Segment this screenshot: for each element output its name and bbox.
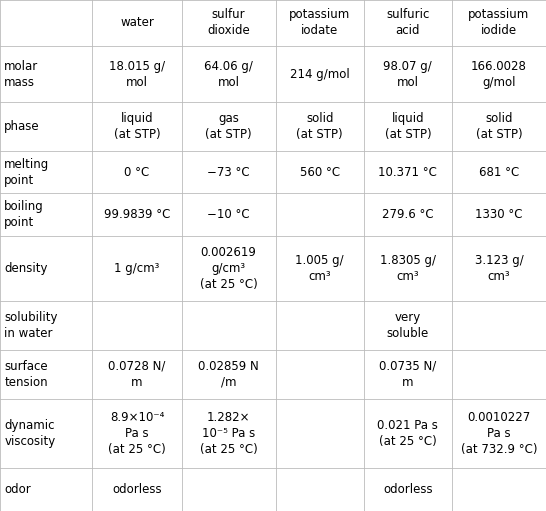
Text: surface
tension: surface tension bbox=[4, 360, 48, 389]
Text: very
soluble: very soluble bbox=[387, 311, 429, 340]
Text: potassium
iodide: potassium iodide bbox=[468, 9, 530, 37]
Text: boiling
point: boiling point bbox=[4, 200, 44, 229]
Text: 0.021 Pa s
(at 25 °C): 0.021 Pa s (at 25 °C) bbox=[377, 419, 438, 448]
Text: −10 °C: −10 °C bbox=[207, 208, 250, 221]
Text: water: water bbox=[120, 16, 154, 30]
Text: 18.015 g/
mol: 18.015 g/ mol bbox=[109, 59, 165, 88]
Text: odor: odor bbox=[4, 483, 31, 496]
Text: gas
(at STP): gas (at STP) bbox=[205, 112, 252, 141]
Text: 681 °C: 681 °C bbox=[479, 166, 519, 178]
Text: solubility
in water: solubility in water bbox=[4, 311, 58, 340]
Text: 1.005 g/
cm³: 1.005 g/ cm³ bbox=[295, 254, 344, 283]
Text: sulfuric
acid: sulfuric acid bbox=[386, 9, 430, 37]
Text: sulfur
dioxide: sulfur dioxide bbox=[207, 9, 250, 37]
Text: 0.0735 N/
m: 0.0735 N/ m bbox=[379, 360, 436, 389]
Text: 98.07 g/
mol: 98.07 g/ mol bbox=[383, 59, 432, 88]
Text: 279.6 °C: 279.6 °C bbox=[382, 208, 434, 221]
Text: odorless: odorless bbox=[383, 483, 432, 496]
Text: 166.0028
g/mol: 166.0028 g/mol bbox=[471, 59, 527, 88]
Text: −73 °C: −73 °C bbox=[207, 166, 250, 178]
Text: liquid
(at STP): liquid (at STP) bbox=[384, 112, 431, 141]
Text: 1.8305 g/
cm³: 1.8305 g/ cm³ bbox=[380, 254, 436, 283]
Text: 0.0728 N/
m: 0.0728 N/ m bbox=[108, 360, 165, 389]
Text: 64.06 g/
mol: 64.06 g/ mol bbox=[204, 59, 253, 88]
Text: 560 °C: 560 °C bbox=[300, 166, 340, 178]
Text: density: density bbox=[4, 262, 48, 275]
Text: 0.0010227
Pa s
(at 732.9 °C): 0.0010227 Pa s (at 732.9 °C) bbox=[461, 411, 537, 456]
Text: melting
point: melting point bbox=[4, 157, 50, 187]
Text: 99.9839 °C: 99.9839 °C bbox=[104, 208, 170, 221]
Text: 0.002619
g/cm³
(at 25 °C): 0.002619 g/cm³ (at 25 °C) bbox=[200, 246, 258, 291]
Text: 0.02859 N
/m: 0.02859 N /m bbox=[198, 360, 259, 389]
Text: molar
mass: molar mass bbox=[4, 59, 39, 88]
Text: phase: phase bbox=[4, 120, 40, 133]
Text: liquid
(at STP): liquid (at STP) bbox=[114, 112, 161, 141]
Text: 3.123 g/
cm³: 3.123 g/ cm³ bbox=[474, 254, 523, 283]
Text: 8.9×10⁻⁴
Pa s
(at 25 °C): 8.9×10⁻⁴ Pa s (at 25 °C) bbox=[108, 411, 166, 456]
Text: 214 g/mol: 214 g/mol bbox=[290, 67, 349, 81]
Text: 1330 °C: 1330 °C bbox=[475, 208, 523, 221]
Text: odorless: odorless bbox=[112, 483, 162, 496]
Text: solid
(at STP): solid (at STP) bbox=[476, 112, 523, 141]
Text: solid
(at STP): solid (at STP) bbox=[296, 112, 343, 141]
Text: 10.371 °C: 10.371 °C bbox=[378, 166, 437, 178]
Text: potassium
iodate: potassium iodate bbox=[289, 9, 351, 37]
Text: 0 °C: 0 °C bbox=[124, 166, 150, 178]
Text: dynamic
viscosity: dynamic viscosity bbox=[4, 419, 56, 448]
Text: 1 g/cm³: 1 g/cm³ bbox=[114, 262, 159, 275]
Text: 1.282×
10⁻⁵ Pa s
(at 25 °C): 1.282× 10⁻⁵ Pa s (at 25 °C) bbox=[200, 411, 258, 456]
